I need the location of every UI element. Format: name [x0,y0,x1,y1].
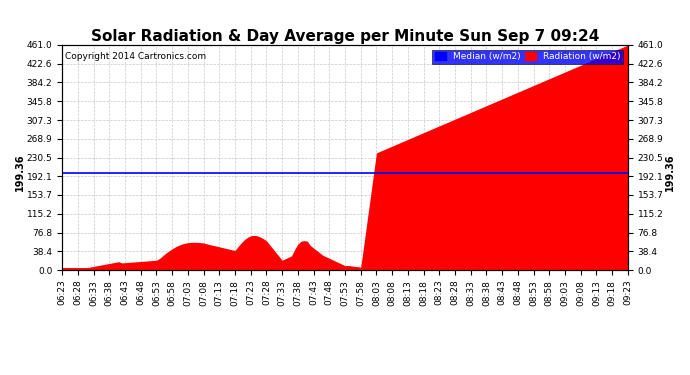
Text: 199.36: 199.36 [664,154,675,192]
Text: 199.36: 199.36 [15,154,26,192]
Legend: Median (w/m2), Radiation (w/m2): Median (w/m2), Radiation (w/m2) [432,50,623,64]
Title: Solar Radiation & Day Average per Minute Sun Sep 7 09:24: Solar Radiation & Day Average per Minute… [91,29,599,44]
Text: Copyright 2014 Cartronics.com: Copyright 2014 Cartronics.com [65,52,206,61]
